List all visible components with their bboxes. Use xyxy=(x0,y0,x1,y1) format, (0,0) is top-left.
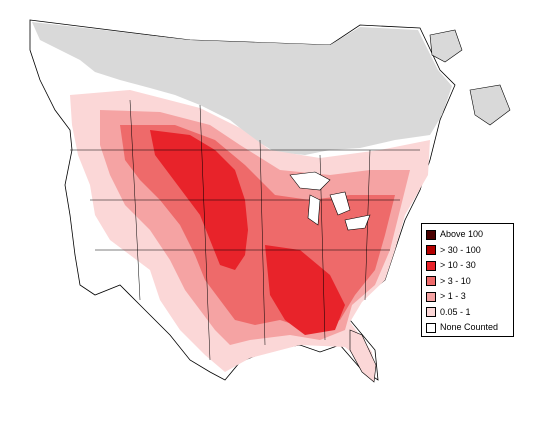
island-florida xyxy=(349,329,377,383)
legend-item: > 3 - 10 xyxy=(426,274,509,290)
legend-item: 0.05 - 1 xyxy=(426,305,509,321)
legend-label: None Counted xyxy=(440,322,499,333)
legend-item: > 30 - 100 xyxy=(426,243,509,259)
legend-label: 0.05 - 1 xyxy=(440,306,471,317)
legend-item: Above 100 xyxy=(426,227,509,243)
legend-label: > 3 - 10 xyxy=(440,275,471,286)
legend-label: > 30 - 100 xyxy=(440,244,481,255)
legend-label: Above 100 xyxy=(440,229,484,240)
legend-swatch xyxy=(426,322,436,333)
legend-item: > 10 - 30 xyxy=(426,258,509,274)
map-legend: Above 100 > 30 - 100 > 10 - 30 > 3 - 10 … xyxy=(421,223,514,337)
unsurveyed-region-north xyxy=(32,22,452,155)
legend-swatch xyxy=(426,229,436,240)
zone-10-30-east xyxy=(265,245,345,335)
island-north xyxy=(429,29,463,63)
legend-swatch xyxy=(426,260,436,271)
legend-swatch xyxy=(426,276,436,287)
island-newfoundland xyxy=(469,84,511,126)
legend-swatch xyxy=(426,307,436,318)
legend-swatch xyxy=(426,245,436,256)
legend-label: > 1 - 3 xyxy=(440,291,466,302)
legend-item: > 1 - 3 xyxy=(426,289,509,305)
legend-item: None Counted xyxy=(426,320,509,336)
region-borders xyxy=(70,99,420,361)
great-lakes xyxy=(289,171,371,231)
abundance-zones xyxy=(70,90,430,372)
legend-label: > 10 - 30 xyxy=(440,260,476,271)
legend-swatch xyxy=(426,291,436,302)
